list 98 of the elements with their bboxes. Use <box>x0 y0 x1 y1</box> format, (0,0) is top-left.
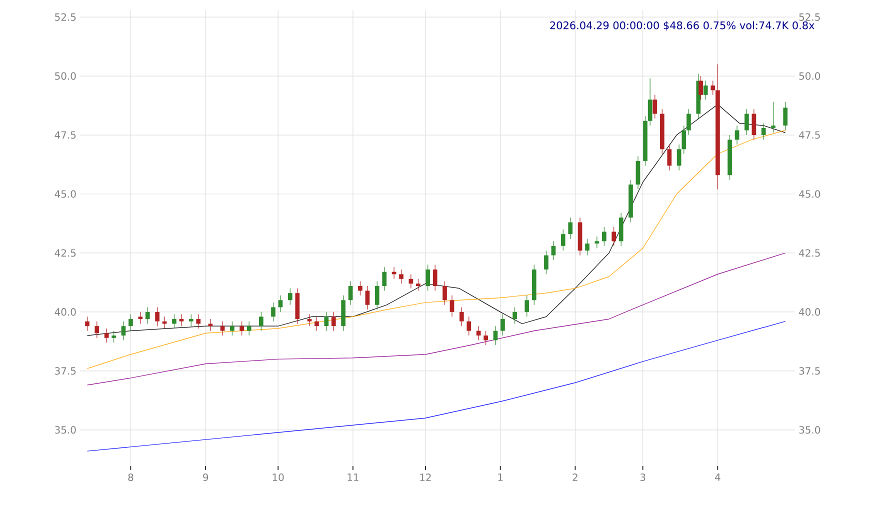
candlestick <box>466 316 472 336</box>
candlestick <box>348 280 353 306</box>
x-tick-label: 3 <box>640 474 646 482</box>
x-tick-label: 12 <box>420 474 431 481</box>
candlestick <box>585 238 590 256</box>
line-series <box>86 252 786 386</box>
y-tick-label: 40.0 <box>54 308 76 316</box>
line-series <box>86 130 786 369</box>
line-series <box>86 321 786 452</box>
candlestick <box>450 295 454 317</box>
x-tick-label: 2 <box>572 474 578 481</box>
candlestick <box>432 264 438 292</box>
candlestick <box>493 326 498 346</box>
y2-tick-label: 52.5 <box>799 13 820 21</box>
candlestick <box>783 102 788 131</box>
y-tick-label: 35.0 <box>55 426 76 434</box>
candlestick <box>208 318 213 332</box>
candlestick <box>771 102 776 133</box>
candlestick <box>128 314 133 332</box>
candlestick <box>544 250 548 275</box>
candlestick <box>484 330 488 346</box>
candlestick <box>271 302 276 322</box>
candlestick <box>324 312 329 332</box>
candlestick <box>442 280 447 306</box>
candlestick <box>744 108 749 136</box>
candlestick <box>686 108 691 136</box>
y-tick-label: 52.5 <box>55 13 76 21</box>
candlestick <box>314 316 319 332</box>
candlestick <box>258 312 264 332</box>
candlestick <box>382 266 387 292</box>
x-tick-label: 1 <box>498 474 503 481</box>
candlestick <box>374 280 380 310</box>
y-tick-label: 42.5 <box>54 249 76 257</box>
y2-tick-label: 45.0 <box>799 190 820 198</box>
candlestick <box>145 306 150 324</box>
y2-tick-label: 37.5 <box>799 367 820 375</box>
text: 2026.04.29 00:00:00 $48.66 0.75% vol:74.7K 0.8x <box>550 21 814 31</box>
candlestick <box>172 314 176 329</box>
candlestick <box>85 316 90 332</box>
candlestick <box>682 125 686 154</box>
y-tick-label: 37.5 <box>55 367 76 375</box>
y-tick-label: 45.0 <box>54 190 76 198</box>
y2-tick-label: 40.0 <box>799 308 820 316</box>
candlestick <box>524 295 530 317</box>
candlestick <box>636 156 640 190</box>
candlestick <box>568 217 573 240</box>
candlestick <box>358 280 362 296</box>
candlestick <box>416 278 420 292</box>
candlestick <box>676 144 682 171</box>
candlestick <box>648 78 652 126</box>
candlestick <box>246 321 252 336</box>
y-tick-label: 50.0 <box>55 72 76 80</box>
line-series <box>86 104 786 336</box>
candlestick <box>196 314 201 329</box>
candlestick <box>667 144 672 171</box>
candlestick <box>710 80 716 96</box>
candlestick <box>138 312 143 324</box>
y2-tick-label: 47.5 <box>799 131 820 139</box>
candlestick <box>560 229 566 251</box>
candlestick <box>288 288 292 306</box>
candlestick <box>602 226 606 246</box>
candlestick <box>459 306 464 326</box>
y2-tick-label: 50.0 <box>799 72 820 80</box>
candlestick <box>703 80 708 100</box>
x-tick-label: 11 <box>348 474 358 481</box>
candlestick <box>94 321 100 338</box>
candlestick <box>752 108 756 140</box>
candlestick <box>240 321 244 336</box>
candlestick <box>594 236 600 249</box>
y2-tick-label: 35.0 <box>799 426 820 434</box>
candlestick <box>220 321 225 336</box>
candlestick <box>652 94 658 119</box>
candlestick <box>365 286 370 310</box>
candlestick <box>618 212 624 246</box>
y2-tick-label: 42.5 <box>799 249 820 257</box>
candlestick <box>179 314 184 326</box>
candlestick <box>426 264 430 292</box>
candlestick <box>307 314 312 326</box>
candlestick <box>188 314 194 326</box>
candlestick <box>121 321 126 341</box>
candlestick <box>112 330 116 343</box>
candlestick <box>512 306 517 324</box>
x-tick-label: 8 <box>128 474 134 482</box>
x-tick-label: 9 <box>203 474 208 482</box>
candlestick <box>331 312 336 332</box>
candlestick <box>104 328 109 343</box>
x-tick-label: 10 <box>272 474 284 482</box>
candlestick <box>278 295 283 312</box>
candlestick <box>399 269 404 284</box>
candlestick <box>230 321 234 336</box>
candlestick <box>551 240 556 260</box>
candlestick <box>612 226 616 246</box>
candlestick <box>761 122 766 140</box>
candlestick <box>698 76 703 100</box>
x-tick-label: 4 <box>715 474 720 481</box>
candlestick <box>155 306 160 326</box>
y-tick-label: 47.5 <box>54 131 76 139</box>
candlestick <box>500 314 505 336</box>
